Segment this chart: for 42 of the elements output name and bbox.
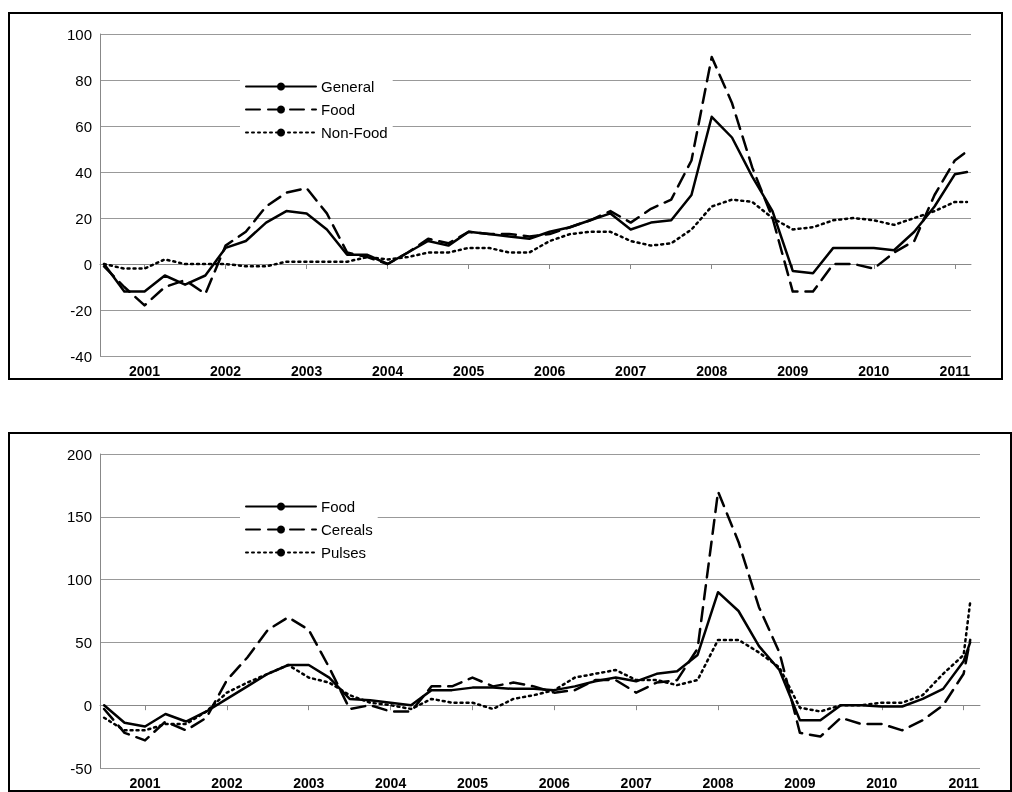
y-tick-label: 80 [75, 71, 92, 89]
x-tick-label: 2010 [866, 775, 898, 791]
legend-label: Non-Food [321, 124, 388, 141]
y-tick-label: -40 [70, 347, 92, 365]
x-tick-label: 2011 [948, 775, 980, 791]
legend-label: Pulses [321, 544, 367, 561]
x-tick-label: 2006 [534, 363, 566, 379]
y-tick-label: 20 [75, 209, 92, 227]
x-tick-label: 2005 [453, 363, 485, 379]
legend-label: Food [321, 101, 356, 118]
x-tick-label: 2007 [615, 363, 647, 379]
x-tick-label: 2003 [291, 363, 323, 379]
y-tick-label: 200 [66, 445, 92, 463]
x-tick-label: 2007 [620, 775, 652, 791]
x-tick-label: 2002 [211, 775, 243, 791]
y-tick-label: 40 [75, 163, 92, 181]
x-tick-label: 2009 [784, 775, 816, 791]
x-tick-label: 2004 [375, 775, 407, 791]
y-tick-label: 0 [83, 696, 92, 714]
x-tick-label: 2006 [538, 775, 571, 791]
x-tick-label: 2004 [372, 363, 404, 379]
x-tick-label: 2001 [129, 775, 161, 791]
x-tick-label: 2008 [702, 775, 734, 791]
y-tick-label: 100 [66, 25, 92, 43]
legend-label: Cereals [321, 521, 373, 538]
legend-label: General [321, 78, 375, 95]
y-tick-label: 60 [75, 117, 92, 135]
legend-label: Food [321, 498, 356, 515]
y-tick-label: -50 [70, 759, 92, 777]
x-tick-label: 2008 [696, 363, 728, 379]
x-tick-label: 2011 [939, 363, 971, 379]
y-tick-label: -20 [70, 301, 92, 319]
x-tick-label: 2005 [456, 775, 489, 791]
x-tick-label: 2010 [858, 363, 890, 379]
y-tick-label: 100 [66, 571, 92, 589]
x-tick-label: 2001 [128, 363, 161, 379]
x-tick-label: 2009 [777, 363, 809, 379]
y-tick-label: 0 [83, 255, 92, 273]
x-tick-label: 2002 [210, 363, 242, 379]
y-tick-label: 50 [75, 633, 92, 651]
x-tick-label: 2003 [293, 775, 325, 791]
y-tick-label: 150 [66, 508, 92, 526]
